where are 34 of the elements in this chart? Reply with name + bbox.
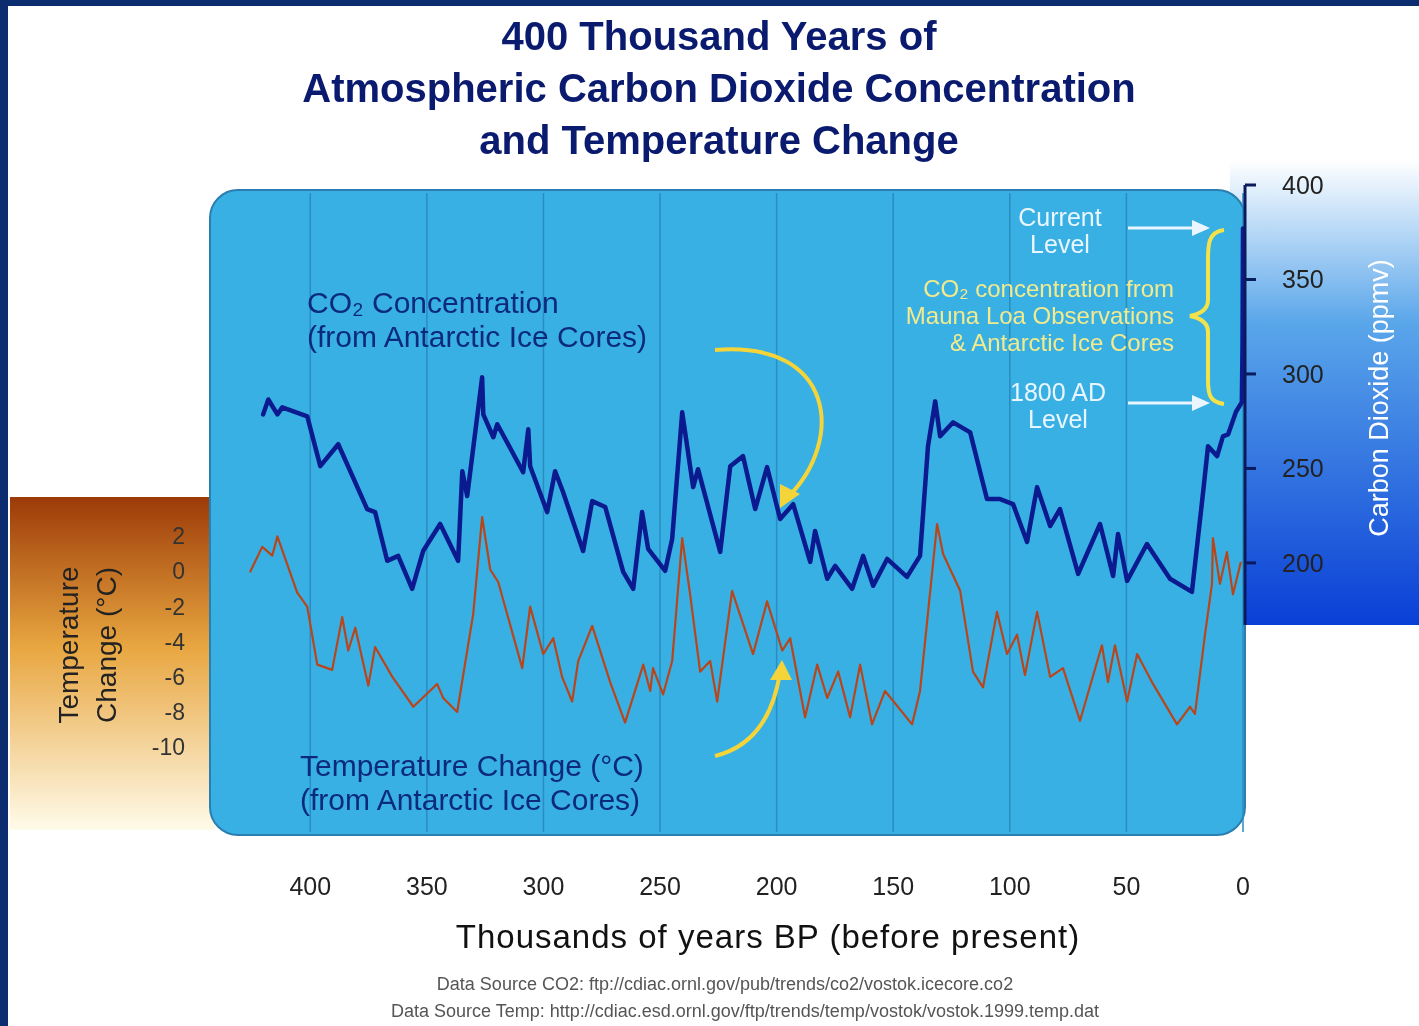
y-tick-label: -10 [151, 734, 185, 761]
y-tick-label: 2 [172, 523, 185, 550]
line-series [249, 515, 1242, 726]
y2-axis-title: Carbon Dioxide (ppmv) [1364, 259, 1394, 537]
y-tick-label: -2 [164, 593, 185, 620]
x-tick-label: 400 [289, 872, 332, 900]
y-tick-label: -8 [164, 699, 185, 726]
y2-tick-label: 300 [1282, 359, 1324, 388]
x-tick-label: 250 [639, 872, 681, 900]
x-tick-label: 150 [872, 872, 915, 900]
annotation: Temperature Change (°C) (from Antarctic Ice Cores) [300, 749, 644, 816]
source-note: Data Source Temp: http://cdiac.esd.ornl.gov/ftp/trends/temp/vostok/vostok.1999.temp.dat [390, 1001, 1100, 1021]
x-tick-label: 50 [1112, 872, 1141, 900]
source-note: Data Source CO2: ftp://cdiac.ornl.gov/pub/trends/co2/vostok.icecore.co2 [436, 974, 1014, 994]
x-tick-label: 200 [755, 872, 798, 900]
annotation: 1800 AD Level [1010, 378, 1106, 433]
x-axis-title: Thousands of years BP (before present) [455, 918, 1081, 955]
x-tick-label: 100 [988, 872, 1031, 900]
annotation: CO₂ concentration from Mauna Loa Observations & Antarctic Ice Cores [905, 275, 1174, 356]
y-axis-title: Temperature Change (°C) [53, 566, 122, 724]
y-tick-label: -4 [164, 628, 186, 655]
y2-tick-label: 250 [1282, 454, 1324, 483]
y2-tick-label: 350 [1282, 265, 1324, 294]
y-tick-label: 0 [172, 558, 185, 585]
line-series [260, 226, 1246, 595]
y-tick-label: -6 [164, 663, 185, 690]
annotation: CO₂ Concentration (from Antarctic Ice Cores) [307, 286, 648, 353]
annotation: Current Level [1018, 203, 1102, 258]
x-tick-label: 350 [406, 872, 448, 900]
x-tick-label: 0 [1236, 872, 1250, 900]
chart-title: 400 Thousand Years of Atmospheric Carbon Dioxide Concentration and Temperature Change [302, 14, 1136, 162]
x-tick-label: 300 [522, 872, 565, 900]
y2-tick-label: 200 [1282, 548, 1324, 577]
y2-tick-label: 400 [1282, 171, 1324, 199]
